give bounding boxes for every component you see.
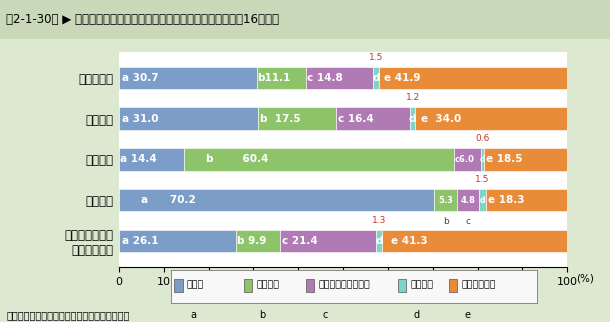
Text: 5.3: 5.3 [438, 195, 453, 204]
Text: e 41.3: e 41.3 [391, 236, 428, 246]
Text: 1.5: 1.5 [475, 175, 490, 184]
Bar [454, 148, 481, 171]
Bar [373, 67, 379, 89]
Text: d: d [409, 114, 417, 124]
Text: b        60.4: b 60.4 [206, 154, 268, 165]
Text: 資料：総務省統計局「科学技術研究調査報告」: 資料：総務省統計局「科学技術研究調査報告」 [6, 310, 129, 320]
Bar [434, 189, 458, 211]
Text: 4.8: 4.8 [461, 195, 476, 204]
Text: 第2-1-30図 ▶ 非営利団体・公的機関の研究費の費目別構成比（平成16年度）: 第2-1-30図 ▶ 非営利団体・公的機関の研究費の費目別構成比（平成16年度） [6, 13, 279, 26]
Bar [379, 67, 567, 89]
Text: 原材料費: 原材料費 [256, 281, 279, 290]
Bar [458, 189, 479, 211]
Text: e: e [465, 310, 471, 320]
Text: 0.6: 0.6 [475, 134, 490, 143]
Text: 人件費: 人件費 [187, 281, 204, 290]
Bar [236, 230, 281, 252]
Bar [382, 230, 567, 252]
Text: a      70.2: a 70.2 [142, 195, 196, 205]
Bar [336, 108, 410, 130]
FancyBboxPatch shape [306, 279, 314, 292]
Text: c 16.4: c 16.4 [338, 114, 373, 124]
FancyBboxPatch shape [449, 279, 457, 292]
Text: その他の経費: その他の経費 [461, 281, 496, 290]
Bar [258, 108, 336, 130]
Text: d: d [479, 195, 485, 204]
Text: c: c [322, 310, 328, 320]
Text: d: d [414, 310, 420, 320]
Bar [281, 230, 376, 252]
Text: b11.1: b11.1 [257, 73, 290, 83]
Bar [119, 108, 258, 130]
Text: a 31.0: a 31.0 [121, 114, 158, 124]
Text: a: a [190, 310, 196, 320]
FancyBboxPatch shape [398, 279, 406, 292]
Bar [119, 148, 184, 171]
Text: b  17.5: b 17.5 [260, 114, 301, 124]
Text: 1.5: 1.5 [369, 53, 383, 62]
Text: a 26.1: a 26.1 [121, 236, 158, 246]
Bar [376, 230, 382, 252]
Text: 有形固定資産購入費: 有形固定資産購入費 [318, 281, 370, 290]
Text: e 18.3: e 18.3 [488, 195, 525, 205]
Bar [484, 148, 567, 171]
Text: d: d [376, 236, 383, 246]
Text: b 9.9: b 9.9 [237, 236, 266, 246]
Bar [481, 148, 484, 171]
Text: 1.3: 1.3 [372, 215, 386, 224]
Bar [119, 189, 434, 211]
Text: e 18.5: e 18.5 [486, 154, 523, 165]
Bar [486, 189, 568, 211]
FancyBboxPatch shape [174, 279, 182, 292]
FancyBboxPatch shape [244, 279, 252, 292]
Bar [119, 67, 257, 89]
Bar [119, 230, 236, 252]
Text: c: c [465, 217, 471, 226]
Text: c 14.8: c 14.8 [307, 73, 343, 83]
Text: 1.2: 1.2 [406, 93, 420, 102]
Text: a 14.4: a 14.4 [120, 154, 157, 165]
Text: (%): (%) [576, 273, 594, 283]
Bar [479, 189, 486, 211]
Text: d: d [372, 73, 380, 83]
Text: b: b [443, 217, 448, 226]
Text: c6.0: c6.0 [455, 155, 475, 164]
Text: c 21.4: c 21.4 [282, 236, 318, 246]
Bar [257, 67, 306, 89]
Bar [306, 67, 373, 89]
Text: a 30.7: a 30.7 [121, 73, 158, 83]
Text: e 41.9: e 41.9 [384, 73, 420, 83]
Text: d: d [480, 155, 486, 164]
Text: e  34.0: e 34.0 [421, 114, 461, 124]
Bar [415, 108, 568, 130]
Text: リース料: リース料 [410, 281, 433, 290]
Bar [184, 148, 454, 171]
Text: b: b [259, 310, 266, 320]
Bar [410, 108, 415, 130]
